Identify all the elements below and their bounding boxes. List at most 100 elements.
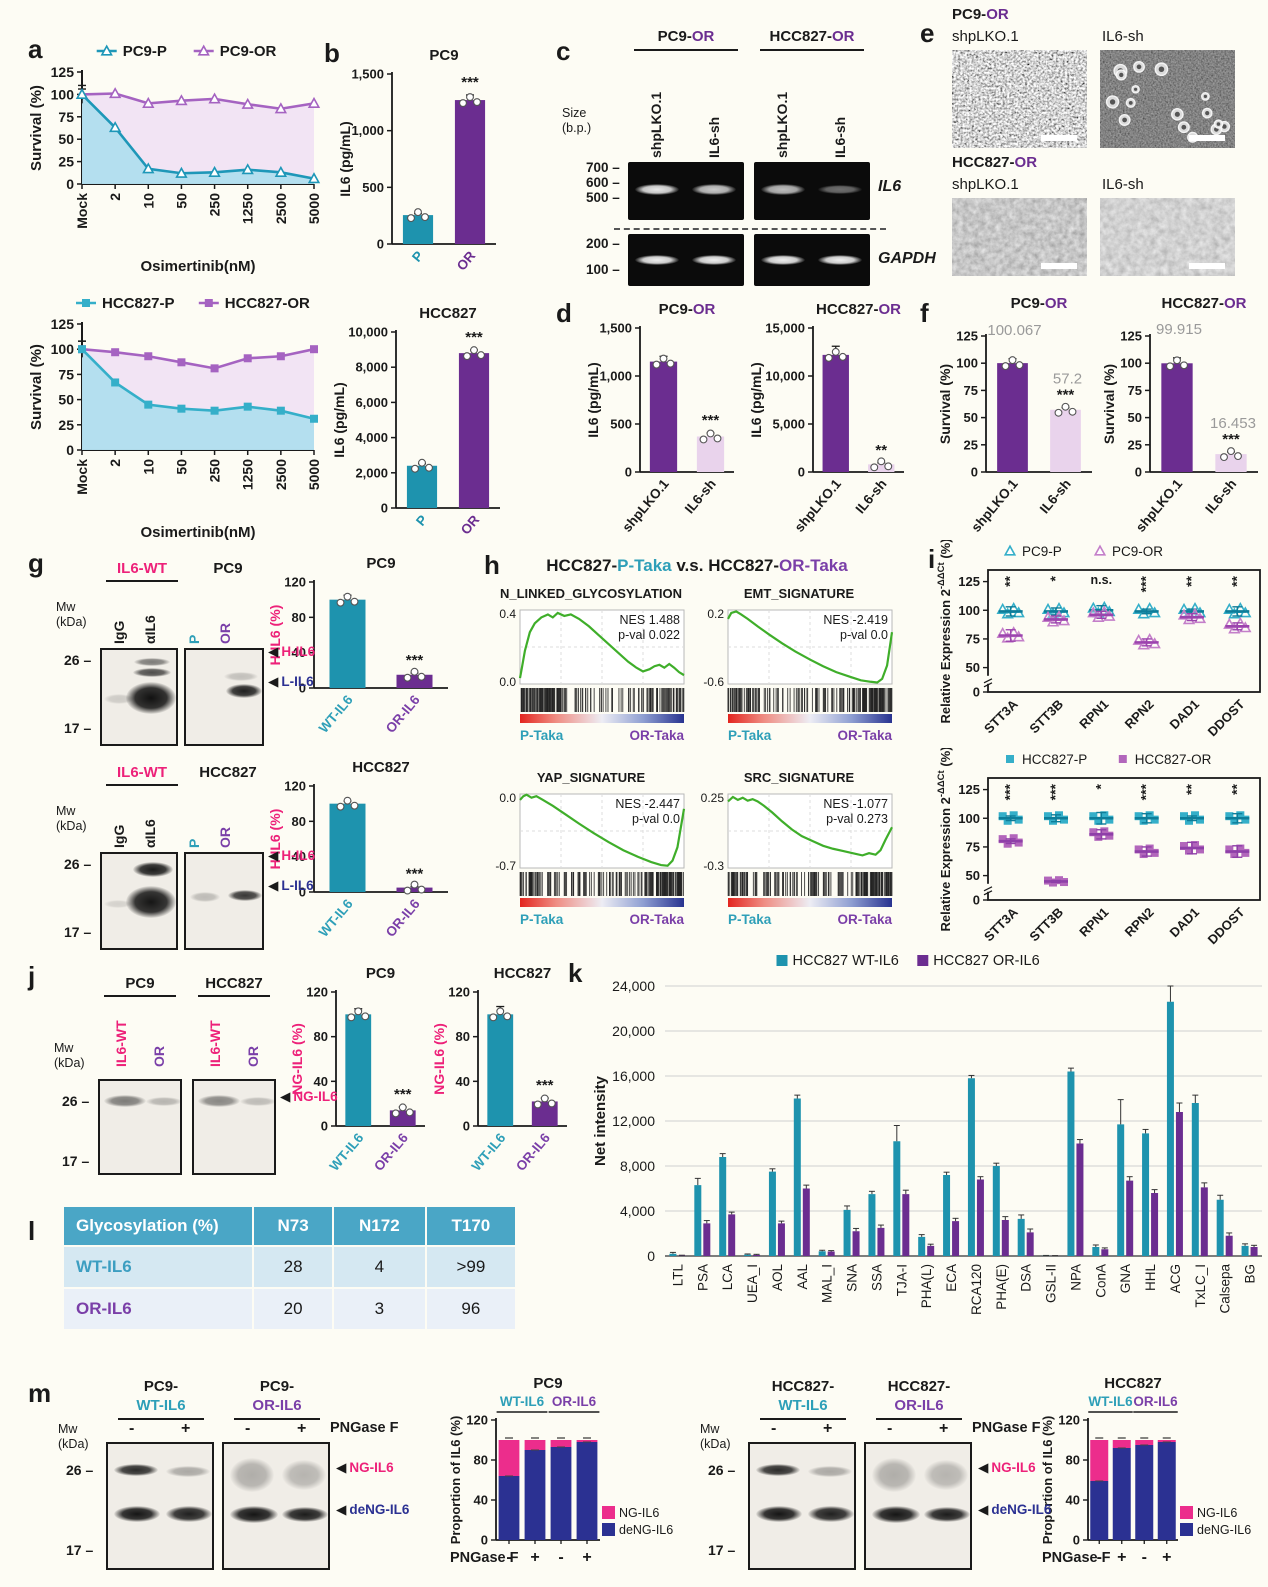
legend-label: NG-IL6	[1197, 1506, 1237, 1520]
pngase-sign: +	[582, 1549, 591, 1566]
marker	[144, 400, 153, 409]
size-marker: 200 –	[586, 236, 620, 251]
p-value: p-val 0.0	[632, 812, 680, 826]
gel-il6-hcc827	[754, 162, 870, 220]
y-tick: 40	[292, 849, 306, 864]
y-tick: 16,000	[612, 1068, 655, 1084]
marker	[108, 87, 122, 99]
x-axis-label: Osimertinib(nM)	[141, 258, 256, 275]
x-tick: LCA	[720, 1264, 735, 1290]
bar-Calsepa	[1216, 1199, 1224, 1256]
gsea-name: YAP_SIGNATURE	[536, 770, 646, 785]
y-tick: 20,000	[612, 1023, 655, 1039]
x-tick: RPN2	[1122, 905, 1157, 940]
y-axis-label: Net intensity	[592, 1075, 609, 1166]
marker	[1006, 755, 1014, 763]
data-point	[1015, 361, 1024, 370]
legend-label: deNG-IL6	[619, 1523, 673, 1537]
lane-label: IgG	[111, 620, 127, 644]
d_pc9-svg: PC9-OR 0 500 1,000 1,500 shpLKO.1 *** IL6-sh IL6…	[585, 301, 734, 535]
data-point	[350, 597, 359, 606]
y-tick: 6,000	[355, 395, 388, 410]
x-tick: ECA	[944, 1264, 959, 1292]
blot-band	[134, 658, 170, 666]
b_hcc827-svg: HCC827 0 2,000 4,000 6,000 8,000 10,000 P *** OR I…	[331, 305, 500, 537]
x-tick: STT3B	[1026, 905, 1066, 945]
rank-gradient	[728, 714, 892, 723]
significance: **	[1002, 575, 1018, 586]
y-tick: 40	[456, 1074, 470, 1089]
bar-deng	[550, 1447, 572, 1540]
y-tick: 0	[321, 1119, 328, 1134]
marker	[82, 299, 90, 307]
x-tick: PHA(L)	[919, 1264, 934, 1308]
row-label: WT-IL6	[61, 1245, 255, 1289]
legend-label: PC9-P	[123, 43, 167, 60]
y-tick: 75	[58, 109, 74, 125]
band-arrow-L-IL6: ◀ L-IL6	[268, 674, 314, 690]
x-tick: IL6-sh	[852, 476, 889, 516]
bar-ConA	[1092, 1247, 1100, 1256]
marker	[100, 44, 113, 56]
data-point	[1054, 408, 1063, 417]
mw-marker: 17 –	[66, 1542, 94, 1558]
x-tick: shpLKO.1	[792, 476, 845, 535]
y-tick: 50	[58, 131, 74, 147]
blot-band	[198, 1095, 240, 1107]
marker	[1105, 831, 1114, 840]
title-part: WT-IL6	[778, 1396, 828, 1414]
enrichment-curve	[518, 611, 685, 679]
bar-LCA	[728, 1214, 736, 1256]
chart-title: HCC827-OR	[816, 301, 901, 318]
scale-bar	[1041, 263, 1077, 269]
significance: *	[1092, 783, 1108, 789]
y-tick: 15,000	[765, 321, 805, 336]
lane-label: IL6-WT	[207, 1020, 223, 1067]
lane-label: IL6-WT	[113, 1020, 129, 1067]
marker	[307, 172, 321, 184]
band-label: deNG-IL6	[991, 1502, 1052, 1517]
chart-hil6-hcc827: HCC827 0 40 80 120 WT-IL6 *** OR-IL6 H-IL6 (%)	[266, 756, 456, 956]
blot-band	[818, 185, 862, 194]
panel-letter-b: b	[324, 38, 340, 68]
bar-UEA_I	[744, 1254, 752, 1256]
y-axis-label: Survival (%)	[28, 85, 45, 171]
y-min: 0.0	[499, 675, 516, 689]
y-max: 0.4	[499, 607, 516, 621]
marker	[1134, 812, 1143, 821]
x-tick: 250	[207, 193, 223, 217]
bar-HHL	[1151, 1193, 1159, 1256]
chart-title: HCC827	[1104, 1375, 1162, 1392]
blot-band	[818, 255, 862, 265]
bar-PSA	[703, 1223, 711, 1256]
x-tick: 5000	[306, 459, 322, 490]
marker	[1230, 850, 1239, 859]
y-axis-label: IL6 (pg/mL)	[337, 121, 353, 196]
y-tick: 120	[448, 985, 470, 1000]
marker	[1225, 845, 1234, 854]
chart-lectin-array: HCC827 WT-IL6 HCC827 OR-IL6 0 4,000 8,000 12,…	[585, 950, 1268, 1352]
y-axis-label: H-IL6 (%)	[267, 605, 283, 666]
data-point	[407, 214, 415, 223]
significance: ***	[1057, 387, 1075, 404]
y-axis-label: Proportion of IL6 (%)	[448, 1416, 463, 1545]
data-point	[470, 346, 478, 355]
y-tick: 0	[971, 465, 978, 480]
title-part: P-Taka	[617, 556, 672, 575]
y-tick: 0	[381, 501, 388, 516]
y-min: -0.6	[703, 675, 724, 689]
marker	[204, 299, 213, 307]
data-point	[421, 213, 429, 222]
y-tick: 10,000	[348, 325, 388, 340]
bar-WT-IL6	[329, 599, 366, 688]
x-tick: OR-IL6	[371, 1130, 411, 1174]
lane-label: shpLKO.1	[648, 91, 664, 158]
m_pc9-svg: PC9 WT-IL6 OR-IL6 0 40 80 120 - + - + PNGase F NG-IL…	[448, 1375, 673, 1566]
pngase-label: PNGase F	[450, 1550, 519, 1566]
data-point	[1068, 407, 1077, 416]
y-min: -0.7	[495, 859, 516, 873]
blot-band	[240, 1097, 274, 1106]
data-point	[699, 435, 708, 444]
